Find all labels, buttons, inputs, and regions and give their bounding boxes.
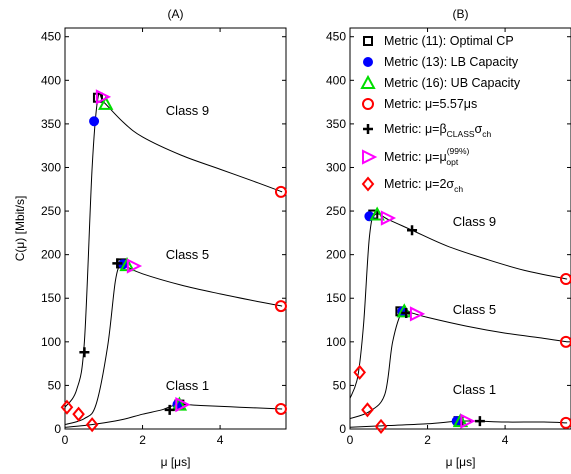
legend-marker-ub	[360, 74, 376, 89]
y-tick-label: 100	[326, 335, 346, 349]
y-tick-label: 150	[41, 291, 61, 305]
marker-two_sigma	[361, 402, 374, 418]
legend-marker-opt_cp	[363, 36, 373, 46]
y-tick-label: 50	[48, 378, 62, 392]
marker-two_sigma	[60, 399, 74, 415]
marker-mu557	[274, 300, 287, 313]
x-tick-label: 0	[62, 433, 69, 447]
marker-ub	[369, 206, 385, 221]
marker-mu99	[380, 210, 397, 226]
y-tick-label: 250	[326, 204, 346, 218]
series-line	[350, 308, 568, 420]
y-tick-label: 150	[326, 291, 346, 305]
series-line	[65, 92, 283, 408]
panel-b: (B) 0 50 100 150 200 250 300 350 400 450 0 2 4 μ [μs] C…	[326, 7, 571, 469]
legend-marker-lb	[363, 57, 373, 67]
marker-mu99	[95, 89, 112, 105]
class-label: Class 9	[453, 214, 496, 229]
x-tick-label: 4	[217, 433, 224, 447]
legend-marker-mu557	[362, 98, 374, 110]
panel-a: (A) 0 50 100 150 200 250 300 350 400 450 0 2 4 μ [μs] C…	[13, 7, 287, 469]
marker-lb	[89, 116, 100, 127]
plot-area	[64, 27, 287, 430]
x-tick-label: 4	[502, 433, 509, 447]
marker-beta	[407, 225, 418, 236]
marker-two_sigma	[85, 417, 99, 433]
class-label: Class 1	[166, 378, 209, 393]
marker-mu99	[126, 258, 143, 274]
marker-beta	[474, 416, 485, 427]
marker-beta	[401, 308, 412, 319]
legend-entry: Metric: μ=2σch	[384, 177, 463, 194]
legend-marker-mu99	[362, 149, 378, 165]
series-line	[350, 420, 568, 428]
x-axis-label: μ [μs]	[446, 455, 476, 469]
legend-entry: Metric: μ=βCLASSσch	[384, 122, 492, 139]
legend: Metric (11): Optimal CP Metric (13): LB C…	[360, 34, 521, 194]
series-line	[65, 403, 283, 428]
legend-entry: Metric (16): UB Capacity	[384, 76, 521, 90]
marker-beta	[112, 258, 123, 269]
legend-entry: Metric: μ=5.57μs	[384, 97, 477, 111]
y-tick-label: 200	[41, 248, 61, 262]
marker-two_sigma	[72, 406, 85, 422]
y-tick-label: 400	[41, 73, 61, 87]
legend-marker-beta	[363, 124, 373, 134]
y-tick-label: 0	[339, 422, 346, 436]
chart-title: (B)	[453, 7, 469, 21]
y-tick-label: 450	[326, 30, 346, 44]
x-tick-label: 0	[347, 433, 354, 447]
y-tick-label: 300	[41, 160, 61, 174]
class-label: Class 9	[166, 103, 209, 118]
marker-mu99	[460, 413, 476, 429]
marker-beta	[79, 347, 90, 358]
class-label: Class 5	[453, 302, 496, 317]
marker-two_sigma	[353, 364, 366, 380]
y-tick-label: 100	[41, 335, 61, 349]
marker-mu557	[274, 402, 287, 415]
y-tick-label: 350	[326, 117, 346, 131]
series-line	[65, 262, 283, 426]
marker-ub	[98, 95, 114, 110]
y-tick-label: 350	[41, 117, 61, 131]
marker-beta	[164, 404, 175, 415]
x-axis-label: μ [μs]	[161, 455, 191, 469]
x-tick-label: 2	[424, 433, 431, 447]
x-tick-label: 2	[139, 433, 146, 447]
plot-area	[349, 27, 571, 430]
class-label: Class 1	[453, 382, 496, 397]
legend-entry: Metric (13): LB Capacity	[384, 55, 519, 69]
marker-mu99	[175, 396, 191, 413]
y-tick-label: 0	[54, 422, 61, 436]
y-axis-label: C(μ) [Mbit/s]	[13, 196, 27, 262]
y-tick-label: 300	[326, 160, 346, 174]
legend-marker-two_sigma	[361, 176, 375, 192]
legend-entry: Metric: μ=μ(99%) opt	[384, 146, 470, 167]
marker-mu557	[274, 185, 287, 198]
y-tick-label: 200	[326, 248, 346, 262]
marker-two_sigma	[374, 418, 388, 434]
y-tick-label: 450	[41, 30, 61, 44]
class-label: Class 5	[166, 247, 209, 262]
legend-entry: Metric (11): Optimal CP	[384, 34, 514, 48]
marker-mu99	[409, 306, 426, 322]
y-tick-label: 50	[333, 378, 347, 392]
chart-title: (A)	[168, 7, 184, 21]
y-tick-label: 400	[326, 73, 346, 87]
y-tick-label: 250	[41, 204, 61, 218]
